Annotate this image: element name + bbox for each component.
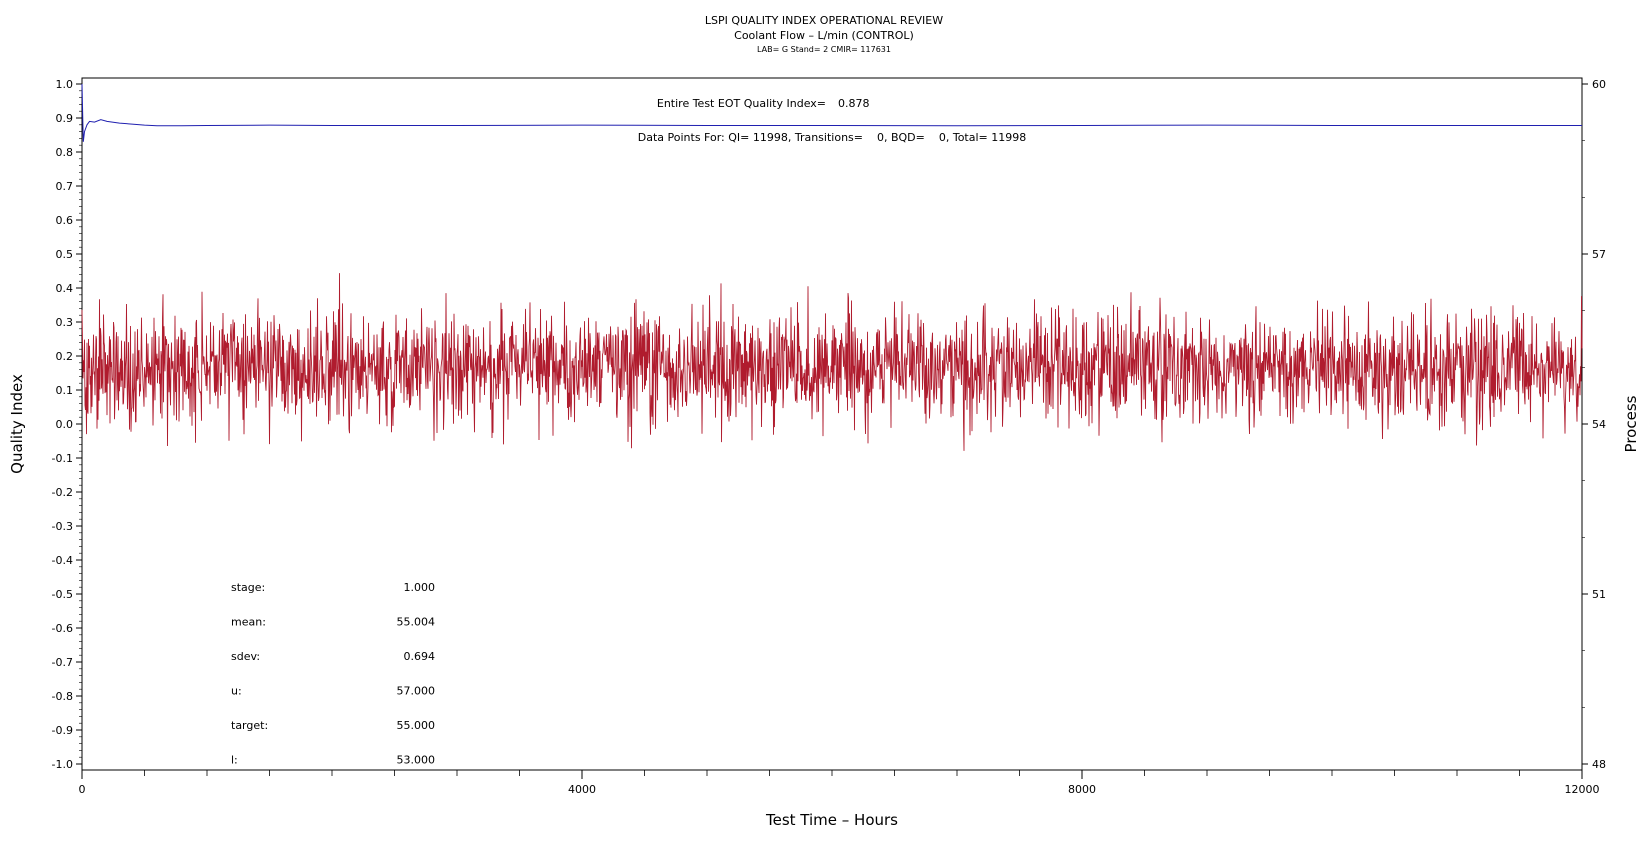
stat-label: mean:: [231, 616, 266, 629]
chart-title: LSPI QUALITY INDEX OPERATIONAL REVIEW: [705, 14, 943, 27]
x-tick-label: 12000: [1565, 783, 1600, 796]
plot-area: [81, 77, 1583, 771]
right-axis: 60 57 54 51 48: [1582, 78, 1606, 771]
x-tick-label: 0: [79, 783, 86, 796]
y-left-tick-label: 0.8: [56, 146, 74, 159]
y-left-tick-label: -0.3: [52, 520, 73, 533]
y-left-tick-label: 0.2: [56, 350, 74, 363]
stat-value: 0.694: [404, 650, 436, 663]
stat-value: 55.000: [397, 719, 436, 732]
stat-value: 55.004: [397, 616, 436, 629]
y-left-tick-label: -1.0: [52, 758, 73, 771]
y-left-tick-label: -0.7: [52, 656, 73, 669]
process-series: [81, 273, 1583, 451]
stat-label: target:: [231, 719, 268, 732]
x-axis-label: Test Time – Hours: [765, 811, 898, 829]
stat-value: 53.000: [397, 754, 436, 767]
y-left-tick-label: 0.6: [56, 214, 74, 227]
quality-index-line: [81, 83, 1582, 142]
y-left-tick-label: -0.9: [52, 724, 73, 737]
process-line: [81, 273, 1583, 451]
chart-subtitle-2: LAB= G Stand= 2 CMIR= 117631: [757, 45, 891, 54]
y-right-tick-label: 48: [1592, 758, 1606, 771]
chart-subtitle: Coolant Flow – L/min (CONTROL): [734, 29, 914, 42]
y-right-tick-label: 54: [1592, 418, 1606, 431]
stat-label: u:: [231, 685, 242, 698]
y-left-tick-label: 0.4: [56, 282, 74, 295]
quality-index-series: [81, 83, 1582, 142]
stat-value: 57.000: [397, 685, 436, 698]
y-left-tick-label: -0.5: [52, 588, 73, 601]
y-left-tick-label: -0.8: [52, 690, 73, 703]
stat-value: 1.000: [404, 581, 436, 594]
y-left-tick-label: 0.5: [56, 248, 74, 261]
y-left-tick-label: 1.0: [56, 78, 74, 91]
y-left-tick-label: 0.9: [56, 112, 74, 125]
y-right-tick-label: 51: [1592, 588, 1606, 601]
stat-label: l:: [231, 754, 238, 767]
eot-value: 0.878: [838, 97, 870, 110]
left-axis: 1.0 0.9 0.8 0.7 0.6 0.5 0.4 0.3 0.2 0.1 0.0 -0.1 -0.…: [52, 78, 82, 771]
y-right-tick-label: 57: [1592, 248, 1606, 261]
y-left-tick-label: -0.6: [52, 622, 73, 635]
y-axis-label-left: Quality Index: [8, 374, 26, 474]
x-tick-label: 4000: [568, 783, 596, 796]
y-left-tick-label: -0.4: [52, 554, 73, 567]
y-left-tick-label: -0.1: [52, 452, 73, 465]
y-left-tick-label: -0.2: [52, 486, 73, 499]
stats-table: stage: 1.000 mean: 55.004 sdev: 0.694 u: 57.000…: [231, 581, 435, 767]
y-left-tick-label: 0.7: [56, 180, 74, 193]
y-left-tick-label: 0.1: [56, 384, 74, 397]
eot-label: Entire Test EOT Quality Index=: [657, 97, 826, 110]
data-points-text: Data Points For: QI= 11998, Transitions=…: [638, 131, 1027, 144]
stat-label: stage:: [231, 581, 265, 594]
stat-label: sdev:: [231, 650, 260, 663]
y-left-tick-label: 0.3: [56, 316, 74, 329]
y-right-tick-label: 60: [1592, 78, 1606, 91]
x-axis: 0 4000 8000 12000: [79, 770, 1600, 796]
x-tick-label: 8000: [1068, 783, 1096, 796]
y-axis-label-right: Process: [1622, 395, 1640, 452]
y-left-tick-label: 0.0: [56, 418, 74, 431]
